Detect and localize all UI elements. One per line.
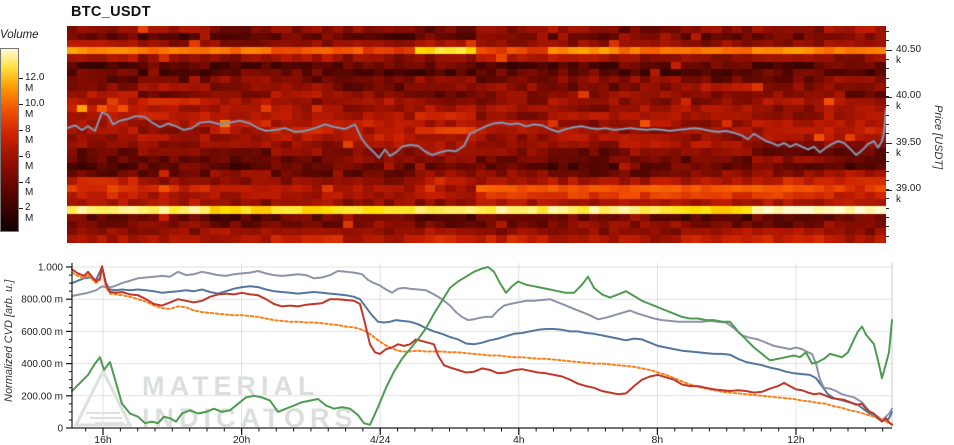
volume-tick <box>19 208 23 209</box>
price-tick-label: 39.00 k <box>896 183 922 205</box>
volume-tick-label: 6 M <box>25 149 34 172</box>
volume-tick <box>19 104 23 105</box>
price-minor-tick <box>886 207 889 209</box>
price-minor-tick <box>886 77 889 79</box>
price-tick-label: 40.50 k <box>896 43 922 66</box>
price-minor-tick <box>886 198 889 200</box>
volume-tick-label: 10.0 M <box>25 97 45 120</box>
liquidity-heatmap-canvas <box>67 26 886 243</box>
watermark-logo-lines <box>86 412 124 424</box>
price-minor-tick <box>886 151 889 153</box>
volume-colorbar <box>0 48 19 232</box>
price-minor-tick <box>886 217 889 218</box>
price-major-tick <box>886 189 892 191</box>
price-tick-label: 39.50 k <box>896 136 922 159</box>
cvd-x-tick-label: 12h <box>787 434 805 445</box>
cvd-orange-line <box>71 266 893 425</box>
price-minor-tick <box>886 58 889 60</box>
cvd-y-tick-label: 200.00 m <box>21 391 63 402</box>
cvd-y-tick-label: 600.00 m <box>21 327 63 338</box>
material-indicators-watermark: MATERIAL INDICATORS <box>73 367 353 433</box>
price-minor-tick <box>886 40 889 42</box>
page-title: BTC_USDT <box>71 4 151 20</box>
price-minor-tick <box>886 226 889 228</box>
price-minor-tick <box>886 133 889 135</box>
price-tick-label: 40.00 k <box>896 90 922 112</box>
price-minor-tick <box>886 86 889 88</box>
cvd-x-tick-label: 4/24 <box>370 434 391 445</box>
volume-tick <box>19 130 23 131</box>
cvd-axes: 1.000 800.00 m 600.00 m 400.00 m 200.00 m 0 16… <box>21 263 892 445</box>
volume-tick-label: 12.0 M <box>25 71 45 94</box>
cvd-x-tick-label: 20h <box>233 434 251 445</box>
price-minor-tick <box>886 68 889 70</box>
cvd-x-tick-label: 4h <box>513 434 525 445</box>
volume-tick-label: 8 M <box>25 123 34 146</box>
colorbar-volume-label: Volume <box>0 29 39 41</box>
price-minor-tick <box>886 105 889 107</box>
volume-tick-label: 2 M <box>25 201 34 224</box>
price-minor-tick <box>886 161 889 163</box>
cvd-series-lines <box>71 265 893 426</box>
cvd-chart: MATERIAL INDICATORS 1.000 800.00 m 600.00 … <box>3 263 893 445</box>
price-major-tick <box>886 143 892 144</box>
watermark-line1: MATERIAL <box>142 371 319 401</box>
cvd-slate-gray-line <box>71 270 893 421</box>
cvd-x-tick-label: 16h <box>94 434 112 445</box>
price-minor-tick <box>886 31 889 32</box>
volume-tick <box>19 156 23 157</box>
volume-tick-label: 4 M <box>25 175 34 198</box>
cvd-y-tick-label: 800.00 m <box>21 295 63 306</box>
price-minor-tick <box>886 235 889 237</box>
cvd-y-tick-label: 400.00 m <box>21 359 63 370</box>
price-major-tick <box>886 96 892 98</box>
price-minor-tick <box>886 179 889 181</box>
cvd-x-tick-label: 8h <box>652 434 664 445</box>
cvd-green-line <box>71 266 893 426</box>
cvd-red-line <box>71 265 893 426</box>
volume-tick <box>19 78 23 79</box>
cvd-y-tick-label: 0 <box>57 424 63 435</box>
volume-tick <box>19 182 23 183</box>
cvd-y-tick-label: 1.000 <box>38 263 63 274</box>
price-minor-tick <box>886 114 889 116</box>
price-axis-title: Price [USDT] <box>932 104 944 170</box>
price-major-tick <box>886 50 892 51</box>
price-minor-tick <box>886 124 889 125</box>
cvd-y-axis-title: Normalized CVD [arb. u.] <box>3 279 15 402</box>
cvd-steel-blue-line <box>71 266 893 422</box>
price-minor-tick <box>886 170 889 172</box>
